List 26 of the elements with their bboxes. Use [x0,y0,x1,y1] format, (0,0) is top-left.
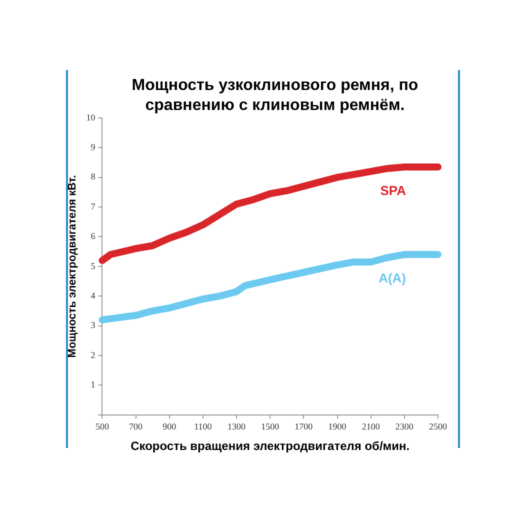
x-axis-title: Скорость вращения электродвигателя об/мин. [130,439,410,454]
x-tick-label: 1100 [194,422,212,432]
x-tick-label: 2500 [429,422,448,432]
x-tick-label: 2300 [395,422,414,432]
y-axis-title: Мощность электродвигателя кВт. [66,175,79,358]
series-label: SPA [380,183,407,198]
series-label: A(A) [378,270,406,286]
y-tick-label: 4 [90,290,96,300]
x-tick-label: 2100 [362,422,380,432]
x-tick-label: 700 [129,422,144,432]
y-tick-label: 10 [86,112,96,122]
y-tick-label: 6 [90,231,96,242]
x-tick-label: 1300 [228,422,246,432]
x-tick-label: 900 [162,422,177,432]
y-tick-label: 1 [90,379,96,390]
x-tick-label: 500 [95,422,110,432]
chart-title: Мощность узкоклинового ремня, по сравнению с клиновым ремнём. [130,76,420,116]
y-tick-label: 8 [90,172,96,182]
y-tick-label: 9 [90,142,96,152]
y-tick-label: 2 [90,350,96,360]
x-tick-label: 1500 [261,422,280,432]
y-tick-label: 3 [90,320,96,330]
x-tick-label: 1900 [328,422,347,432]
y-tick-label: 5 [90,260,96,271]
x-tick-label: 1700 [294,422,314,432]
y-tick-label: 7 [90,201,96,212]
